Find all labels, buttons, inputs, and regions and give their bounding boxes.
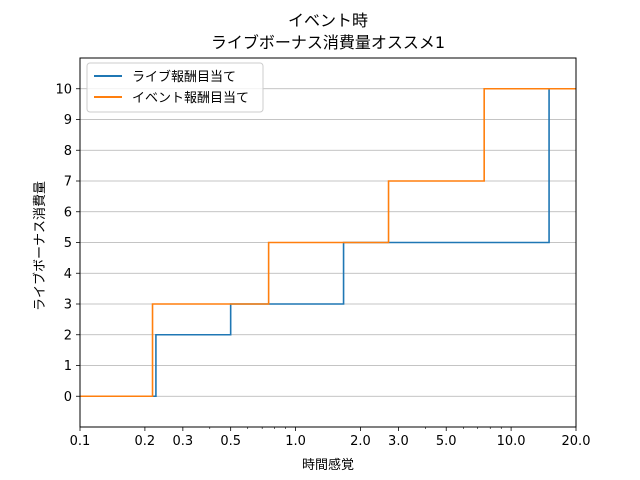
chart-title-line1: イベント時 <box>288 11 368 30</box>
y-tick-label: 10 <box>55 82 72 97</box>
y-tick-label: 1 <box>64 359 72 374</box>
x-tick-label: 0.1 <box>70 434 91 449</box>
chart-title-line2: ライブボーナス消費量オススメ1 <box>211 33 445 52</box>
legend: ライブ報酬目当て イベント報酬目当て <box>86 62 264 113</box>
x-tick-label: 0.5 <box>220 434 241 449</box>
y-tick-label: 7 <box>64 175 72 190</box>
y-tick-label: 3 <box>64 298 72 313</box>
y-tick-label: 4 <box>64 267 72 282</box>
legend-label-series-2: イベント報酬目当て <box>132 91 249 106</box>
legend-label-series-1: ライブ報酬目当て <box>132 69 236 85</box>
x-tick-label: 1.0 <box>285 434 306 449</box>
x-tick-label: 0.2 <box>135 434 156 449</box>
x-tick-label: 2.0 <box>350 434 371 449</box>
series-lines <box>80 87 576 398</box>
y-tick-label: 8 <box>64 144 72 159</box>
x-tick-label: 3.0 <box>388 434 409 449</box>
y-tick-label: 5 <box>64 236 72 251</box>
y-tick-label: 9 <box>64 113 72 128</box>
series-line-1 <box>80 87 576 398</box>
y-tick-label: 6 <box>64 205 72 220</box>
x-tick-label: 0.3 <box>173 434 194 449</box>
x-tick-label: 20.0 <box>562 434 591 449</box>
x-axis-label: 時間感覚 <box>302 457 354 473</box>
y-tick-label: 2 <box>64 328 72 343</box>
x-tick-label: 5.0 <box>436 434 457 449</box>
legend-box <box>86 62 264 113</box>
y-tick-label: 0 <box>64 390 72 405</box>
series-line-2 <box>80 87 576 398</box>
ticks: 0 1 2 3 4 5 6 7 8 9 10 0.1 0.2 0.3 0.5 1.0 2.0 3.0 5.0 10.0… <box>55 82 590 449</box>
x-tick-label: 10.0 <box>497 434 526 449</box>
y-axis-label: ライブボーナス消費量 <box>32 181 48 311</box>
